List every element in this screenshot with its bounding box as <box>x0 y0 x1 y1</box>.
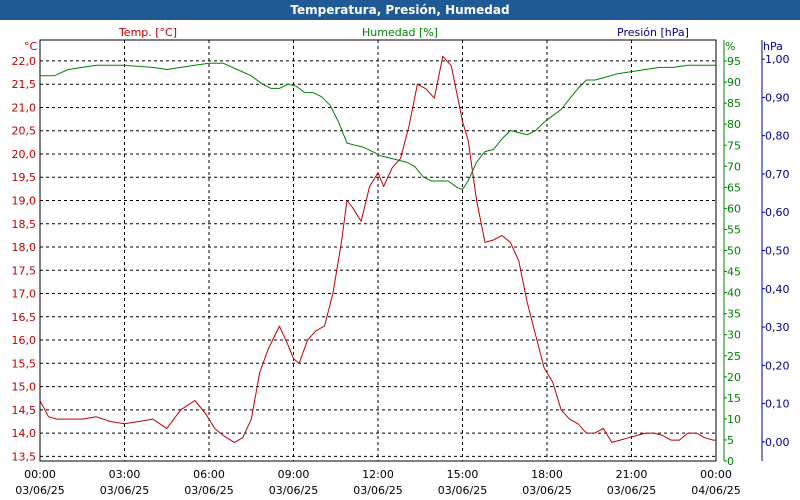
temp-tick-label: 18,0 <box>12 241 37 254</box>
x-tick-date: 03/06/25 <box>184 484 233 497</box>
x-tick-date: 03/06/25 <box>15 484 64 497</box>
pressure-tick-label: 0,10 <box>765 398 790 411</box>
legend-temperature: Temp. [°C] <box>118 26 177 39</box>
humidity-tick-label: 70 <box>727 160 741 173</box>
temp-tick-label: 15,5 <box>12 357 37 370</box>
x-tick-date: 03/06/25 <box>269 484 318 497</box>
temp-tick-label: 16,0 <box>12 334 37 347</box>
window-title: Temperatura, Presión, Humedad <box>0 0 800 20</box>
temp-tick-label: 13,5 <box>12 450 37 463</box>
humidity-tick-label: 35 <box>727 308 741 321</box>
temp-tick-label: 21,0 <box>12 101 37 114</box>
humidity-tick-label: 25 <box>727 350 741 363</box>
axes-layer: 00:00 03/06/25 03:00 03/06/25 06:00 03/06/25 0… <box>12 40 790 497</box>
humidity-tick-label: 45 <box>727 266 741 279</box>
pressure-tick-label: 0,00 <box>765 436 790 449</box>
x-tick-time: 03:00 <box>109 468 141 481</box>
x-tick-date: 03/06/25 <box>353 484 402 497</box>
x-tick-date: 03/06/25 <box>522 484 571 497</box>
series-layer <box>39 55 716 443</box>
pressure-tick-label: 0,60 <box>765 206 790 219</box>
temp-tick-label: 21,5 <box>12 78 37 91</box>
temp-tick-label: 22,0 <box>12 55 37 68</box>
temp-tick-label: 14,5 <box>12 404 37 417</box>
pressure-tick-label: 0,90 <box>765 91 790 104</box>
legend-humidity: Humedad [%] <box>362 26 438 39</box>
temp-tick-label: 17,0 <box>12 288 37 301</box>
x-tick-date: 03/06/25 <box>607 484 656 497</box>
pressure-tick-label: 1,00 <box>765 53 790 66</box>
temp-tick-label: 19,5 <box>12 171 37 184</box>
pressure-tick-label: 0,80 <box>765 130 790 143</box>
x-tick-time: 00:00 <box>700 468 732 481</box>
plot-frame <box>39 39 717 462</box>
humidity-tick-label: 40 <box>727 287 741 300</box>
humidity-tick-label: 50 <box>727 245 741 258</box>
humidity-tick-label: 95 <box>727 55 741 68</box>
x-tick-time: 21:00 <box>616 468 648 481</box>
grid-layer <box>40 40 716 461</box>
legend-pressure: Presión [hPa] <box>617 26 689 39</box>
temp-tick-label: 14,0 <box>12 427 37 440</box>
temp-tick-label: 20,5 <box>12 125 37 138</box>
pressure-tick-label: 0,30 <box>765 321 790 334</box>
temp-unit: °C <box>24 40 38 53</box>
legend-layer: Temp. [°C] Humedad [%] Presión [hPa] <box>118 26 689 39</box>
x-tick-time: 00:00 <box>24 468 56 481</box>
x-tick-date: 03/06/25 <box>438 484 487 497</box>
humidity-tick-label: 60 <box>727 202 741 215</box>
pressure-tick-label: 0,50 <box>765 245 790 258</box>
temp-tick-label: 16,5 <box>12 311 37 324</box>
pressure-tick-label: 0,20 <box>765 359 790 372</box>
temp-tick-label: 19,0 <box>12 194 37 207</box>
pressure-unit: hPa <box>763 40 783 53</box>
humidity-tick-label: 90 <box>727 76 741 89</box>
x-tick-time: 12:00 <box>362 468 394 481</box>
temperature-line <box>39 55 716 443</box>
x-tick-time: 15:00 <box>447 468 479 481</box>
humidity-unit: % <box>725 40 735 53</box>
pressure-tick-label: 0,70 <box>765 168 790 181</box>
temp-tick-label: 18,5 <box>12 218 37 231</box>
humidity-line <box>40 62 716 190</box>
humidity-tick-label: 65 <box>727 181 741 194</box>
humidity-tick-label: 55 <box>727 223 741 236</box>
humidity-tick-label: 0 <box>727 455 734 468</box>
humidity-tick-label: 75 <box>727 139 741 152</box>
humidity-tick-label: 5 <box>727 434 734 447</box>
temp-tick-label: 15,0 <box>12 381 37 394</box>
x-tick-time: 06:00 <box>193 468 225 481</box>
humidity-tick-label: 10 <box>727 413 741 426</box>
humidity-tick-label: 85 <box>727 97 741 110</box>
humidity-tick-label: 20 <box>727 371 741 384</box>
pressure-tick-label: 0,40 <box>765 283 790 296</box>
temp-tick-label: 20,0 <box>12 148 37 161</box>
x-tick-date: 03/06/25 <box>100 484 149 497</box>
humidity-tick-label: 80 <box>727 118 741 131</box>
humidity-tick-label: 15 <box>727 392 741 405</box>
x-tick-date: 04/06/25 <box>691 484 740 497</box>
temp-tick-label: 17,5 <box>12 264 37 277</box>
x-tick-time: 09:00 <box>278 468 310 481</box>
humidity-tick-label: 30 <box>727 329 741 342</box>
x-tick-time: 18:00 <box>531 468 563 481</box>
